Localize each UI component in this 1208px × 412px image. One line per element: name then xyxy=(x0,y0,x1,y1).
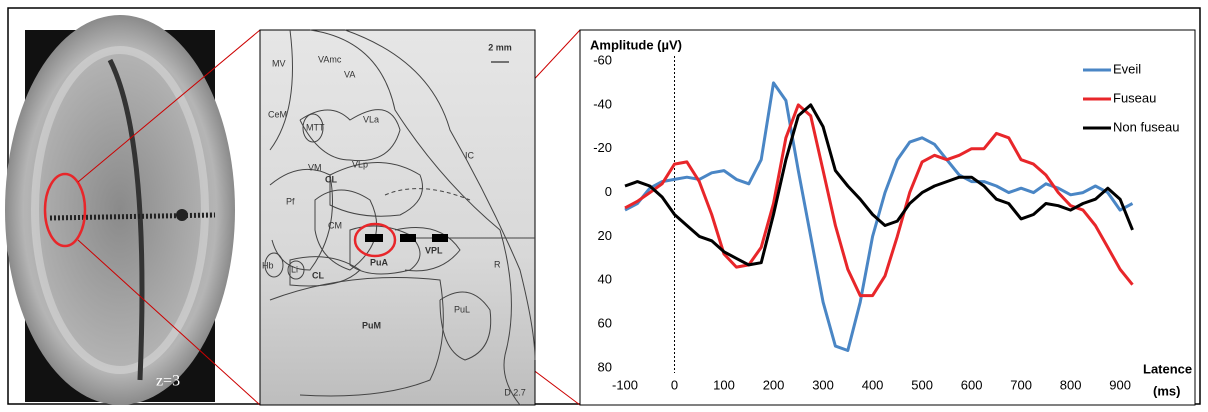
y-tick-label: 80 xyxy=(598,359,612,374)
legend-label: Non fuseau xyxy=(1113,119,1180,134)
plate-label: D 2.7 xyxy=(504,387,526,397)
x-axis-unit: (ms) xyxy=(1153,383,1180,398)
x-tick-label: 0 xyxy=(671,377,678,392)
atlas-label: MTT xyxy=(306,122,325,132)
x-tick-label: 700 xyxy=(1010,377,1032,392)
atlas-label: Pf xyxy=(286,196,295,206)
atlas-label: VLp xyxy=(352,159,368,169)
series-line xyxy=(624,103,1134,298)
y-tick-label: -20 xyxy=(593,140,612,155)
series-line xyxy=(624,81,1134,352)
y-tick-label: -60 xyxy=(593,52,612,67)
x-tick-label: 500 xyxy=(911,377,933,392)
atlas-label: VPL xyxy=(425,245,443,255)
x-tick-label: 100 xyxy=(713,377,735,392)
y-tick-label: 0 xyxy=(605,184,612,199)
chart-panel xyxy=(579,29,1196,406)
atlas-label: IC xyxy=(465,150,475,160)
legend-label: Eveil xyxy=(1113,61,1141,76)
series-line xyxy=(624,103,1134,267)
y-tick-label: 40 xyxy=(598,272,612,287)
atlas-label: R xyxy=(494,259,501,269)
atlas-panel: 2 mm D 2.7 MV VAmc VA MTT CeM VLa VM VLp… xyxy=(259,29,536,406)
atlas-label: Li xyxy=(291,264,298,274)
legend-label: Fuseau xyxy=(1113,90,1156,105)
mri-panel: z=3 xyxy=(5,15,235,405)
scale-label: 2 mm xyxy=(488,42,512,52)
x-tick-label: 900 xyxy=(1109,377,1131,392)
x-tick-label: -100 xyxy=(612,377,638,392)
atlas-label: VLa xyxy=(363,114,379,124)
x-axis-label: Latence xyxy=(1143,361,1192,376)
x-tick-label: 200 xyxy=(763,377,785,392)
atlas-label: CL xyxy=(325,174,337,184)
y-tick-label: -40 xyxy=(593,96,612,111)
x-tick-label: 600 xyxy=(961,377,983,392)
atlas-label: PuA xyxy=(370,257,389,267)
y-tick-label: 60 xyxy=(598,316,612,331)
atlas-label: Hb xyxy=(262,260,274,270)
atlas-label: VA xyxy=(344,69,355,79)
x-tick-label: 800 xyxy=(1060,377,1082,392)
atlas-label: VM xyxy=(308,162,322,172)
x-tick-label: 400 xyxy=(862,377,884,392)
x-tick-label: 300 xyxy=(812,377,834,392)
atlas-label: CM xyxy=(328,220,342,230)
slice-label: z=3 xyxy=(156,373,180,390)
atlas-label: CL xyxy=(312,270,324,280)
atlas-label: PuM xyxy=(362,320,381,330)
atlas-label: MV xyxy=(272,58,286,68)
atlas-label: PuL xyxy=(454,304,470,314)
atlas-label: VAmc xyxy=(318,54,342,64)
y-axis-label: Amplitude (µV) xyxy=(590,37,682,52)
y-tick-label: 20 xyxy=(598,228,612,243)
atlas-label: CeM xyxy=(268,109,287,119)
